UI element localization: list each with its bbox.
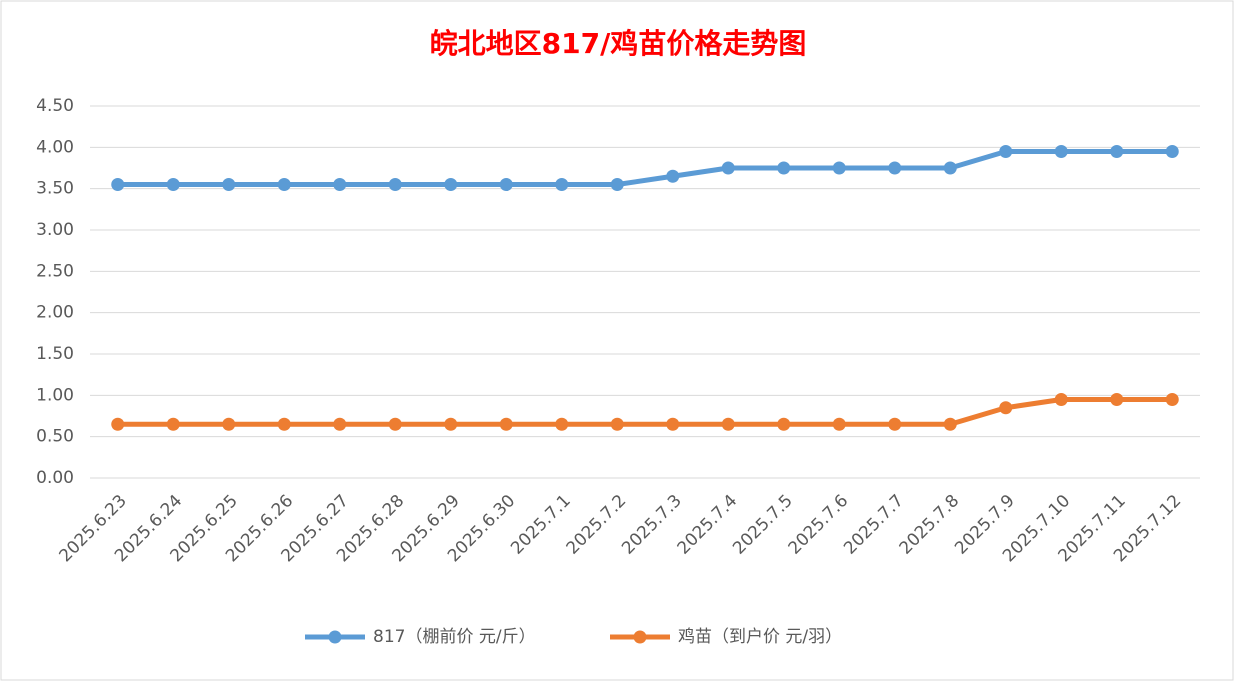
point <box>1165 144 1179 158</box>
point <box>555 417 569 431</box>
point <box>333 178 347 192</box>
point <box>388 417 402 431</box>
point <box>499 178 513 192</box>
point <box>1054 392 1068 406</box>
point <box>999 144 1013 158</box>
point <box>1110 144 1124 158</box>
chart-title: 皖北地区817/鸡苗价格走势图 <box>430 27 807 60</box>
point <box>166 417 180 431</box>
legend-label: 鸡苗（到户价 元/羽） <box>678 627 842 647</box>
y-tick-label: 4.50 <box>36 96 74 116</box>
point <box>888 417 902 431</box>
y-tick-label: 1.00 <box>36 385 74 405</box>
point <box>1165 392 1179 406</box>
point <box>166 178 180 192</box>
point <box>832 161 846 175</box>
legend-label: 817（棚前价 元/斤） <box>373 627 536 647</box>
y-tick-label: 3.00 <box>36 220 74 240</box>
point <box>277 178 291 192</box>
y-tick-label: 2.50 <box>36 261 74 281</box>
point <box>222 417 236 431</box>
y-tick-label: 4.00 <box>36 137 74 157</box>
point <box>222 178 236 192</box>
point <box>999 401 1013 415</box>
y-tick-label: 2.00 <box>36 303 74 323</box>
point <box>777 161 791 175</box>
point <box>721 161 735 175</box>
point <box>666 417 680 431</box>
point <box>777 417 791 431</box>
point <box>444 178 458 192</box>
point <box>277 417 291 431</box>
y-tick-label: 3.50 <box>36 179 74 199</box>
point <box>111 178 125 192</box>
point <box>444 417 458 431</box>
point <box>888 161 902 175</box>
y-tick-label: 1.50 <box>36 344 74 364</box>
legend-marker <box>633 630 647 644</box>
series-line <box>117 396 1173 427</box>
point <box>610 178 624 192</box>
point <box>1110 392 1124 406</box>
point <box>666 169 680 183</box>
point <box>388 178 402 192</box>
point <box>333 417 347 431</box>
y-tick-label: 0.00 <box>36 468 74 488</box>
point <box>721 417 735 431</box>
point <box>943 417 957 431</box>
series-line <box>117 148 1173 188</box>
point <box>1054 144 1068 158</box>
point <box>555 178 569 192</box>
y-tick-label: 0.50 <box>36 427 74 447</box>
point <box>111 417 125 431</box>
legend-marker <box>328 630 342 644</box>
point <box>943 161 957 175</box>
point <box>499 417 513 431</box>
point <box>832 417 846 431</box>
point <box>610 417 624 431</box>
